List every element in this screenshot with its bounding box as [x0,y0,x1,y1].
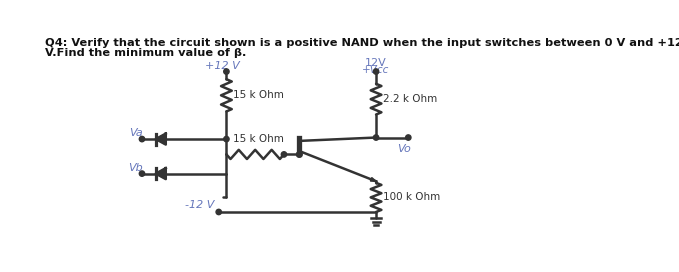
Polygon shape [155,168,166,179]
Circle shape [223,69,229,74]
Text: Vo: Vo [397,144,411,154]
Circle shape [139,171,145,176]
Circle shape [405,135,411,140]
Text: +12 V: +12 V [205,61,240,71]
Circle shape [216,209,221,215]
Polygon shape [155,134,166,144]
Text: 12V: 12V [365,58,387,68]
Text: Va: Va [129,128,143,138]
Circle shape [373,135,379,140]
Text: Q4: Verify that the circuit shown is a positive NAND when the input switches bet: Q4: Verify that the circuit shown is a p… [45,38,679,48]
Text: 15 k Ohm: 15 k Ohm [232,134,283,144]
Circle shape [223,136,229,142]
Polygon shape [370,178,376,181]
Text: -12 V: -12 V [185,200,215,211]
Text: 100 k Ohm: 100 k Ohm [383,192,440,202]
Circle shape [373,69,379,74]
Text: 2.2 k Ohm: 2.2 k Ohm [383,94,437,104]
Circle shape [281,152,287,157]
Text: Vb: Vb [128,163,143,173]
Circle shape [297,152,302,157]
Circle shape [139,136,145,142]
Circle shape [297,152,302,157]
Text: V.Find the minimum value of β.: V.Find the minimum value of β. [45,48,246,58]
Text: +Vcc: +Vcc [363,65,390,75]
Text: 15 k Ohm: 15 k Ohm [234,90,285,100]
